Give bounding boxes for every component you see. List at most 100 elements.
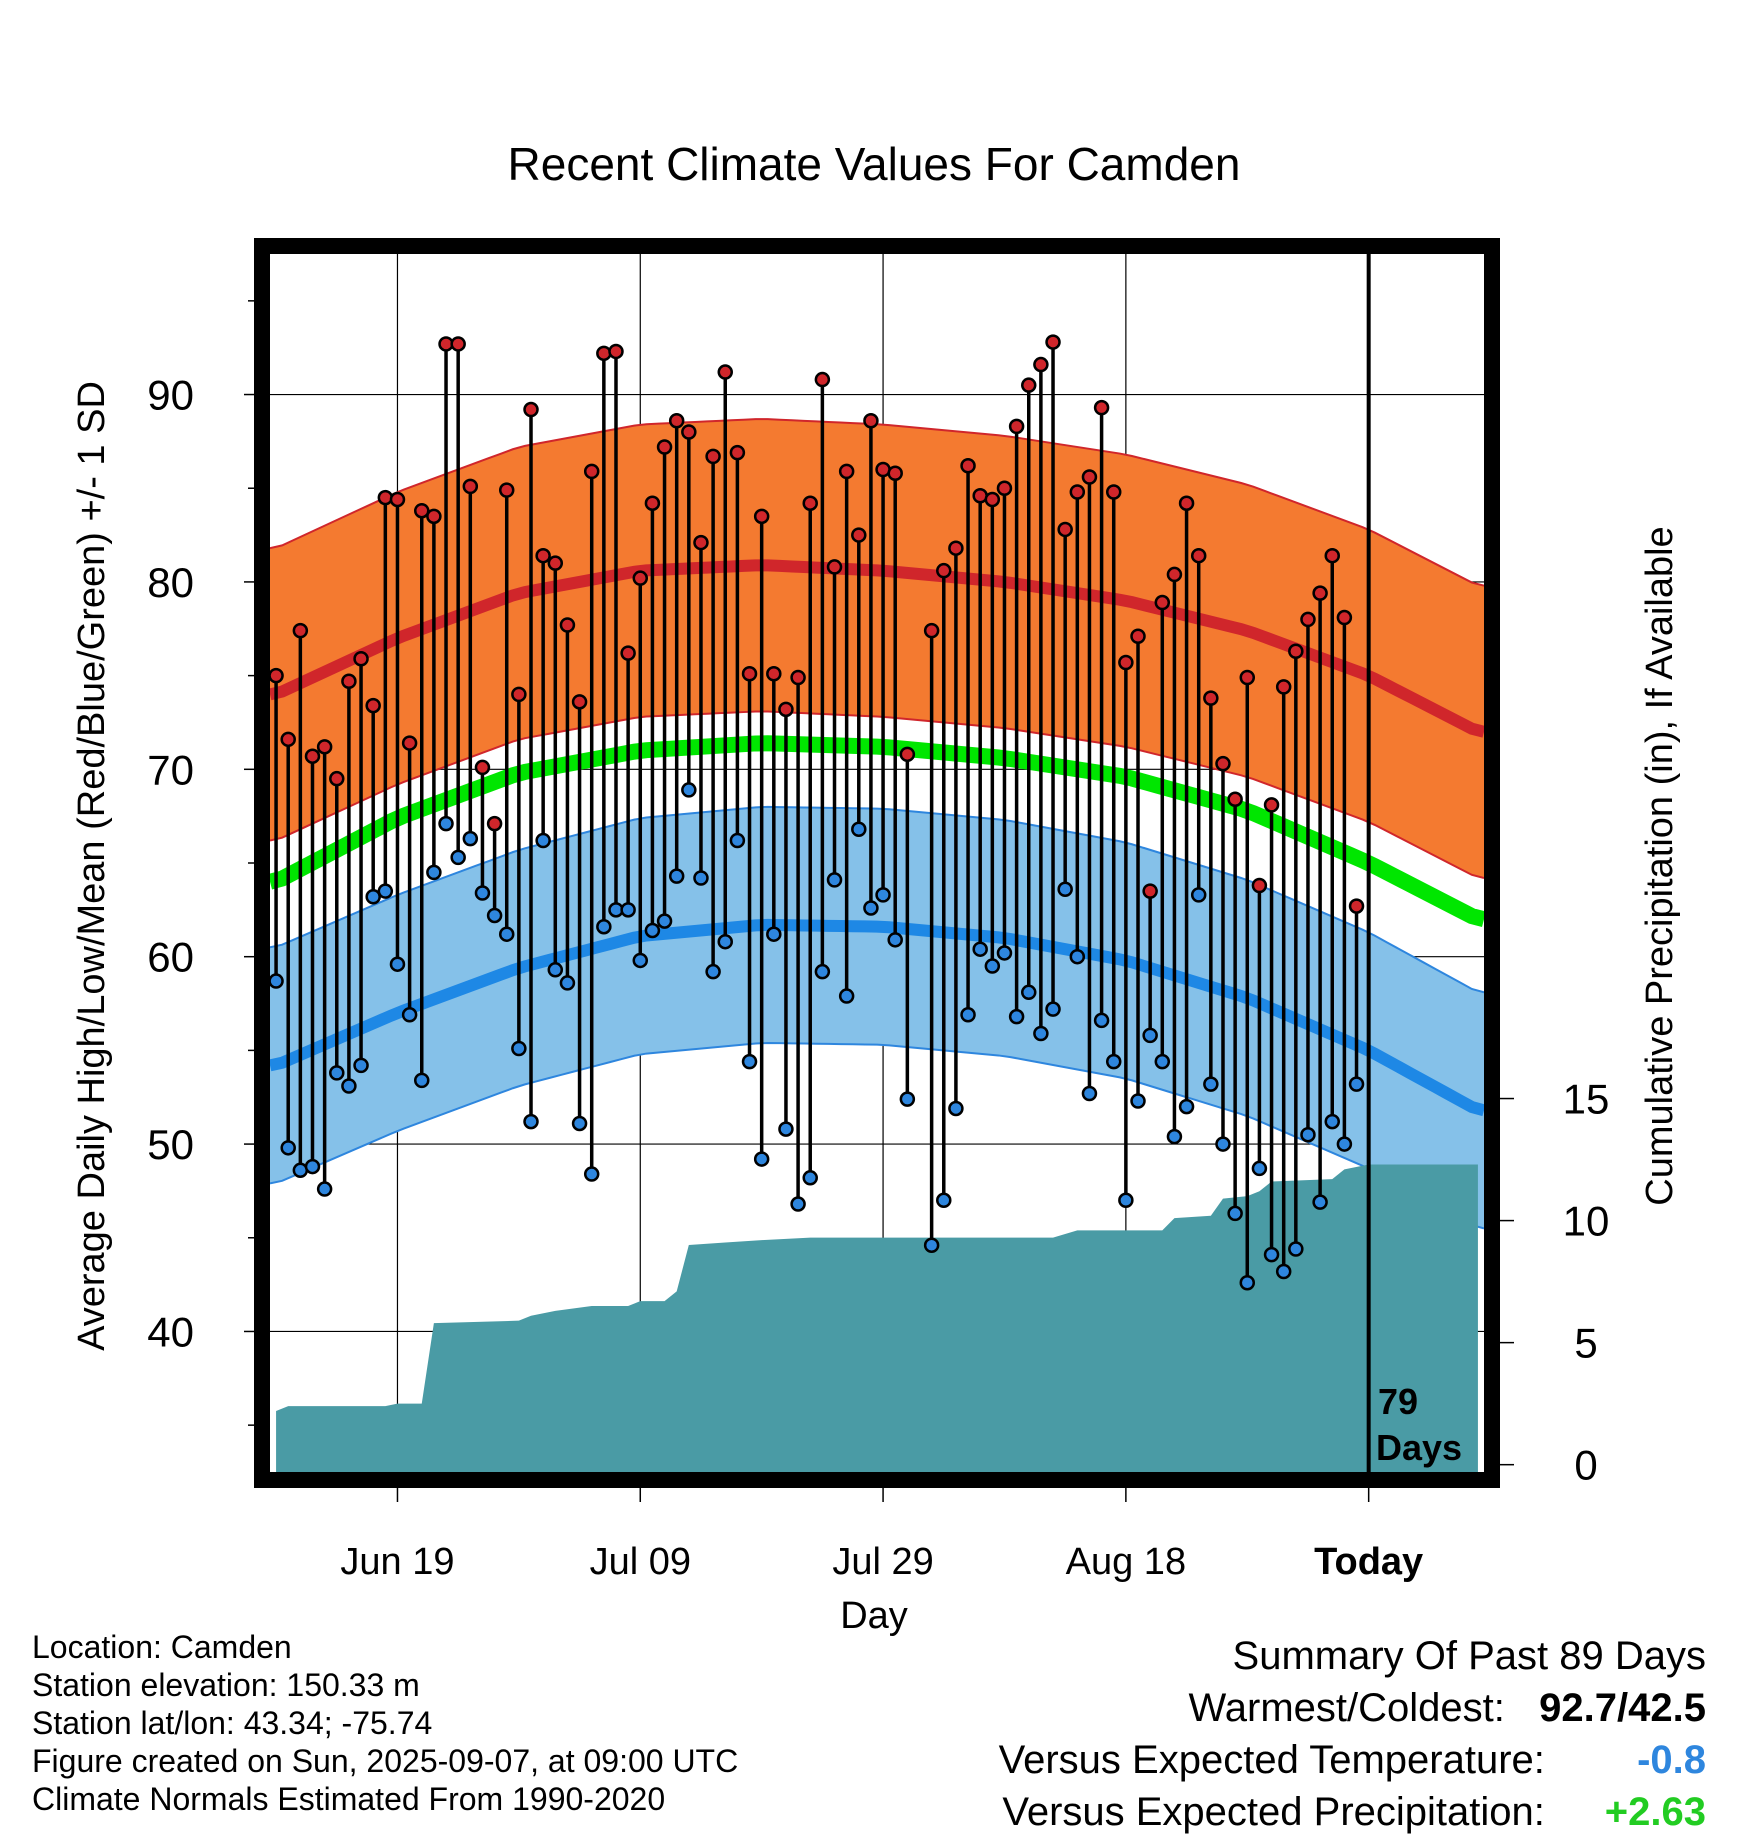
daily-high-point	[377, 489, 394, 506]
daily-low-point	[1166, 1128, 1183, 1145]
daily-low-point	[523, 1113, 539, 1130]
daily-high-point	[498, 482, 515, 498]
daily-low-point	[583, 1166, 600, 1182]
daily-low-point	[753, 1151, 770, 1167]
daily-low-point	[535, 832, 551, 849]
normal-low-band-upper-edge	[270, 805, 1484, 994]
daily-low-point	[547, 962, 564, 978]
daily-high-point	[1215, 755, 1231, 772]
daily-low-point	[1312, 1194, 1328, 1210]
daily-low-point	[741, 1053, 758, 1070]
x-tick-label-4: Today	[1314, 1541, 1423, 1583]
daily-high-point	[1142, 883, 1158, 899]
daily-low-point	[936, 1192, 952, 1209]
daily-high-point	[851, 527, 867, 543]
temperature-anomaly-label: Versus Expected Temperature:	[998, 1738, 1545, 1782]
axes: 40 50 60 70 80 90 0 5 10 15 Jun 19 Jul 09 Jul 29 Aug …	[147, 238, 1610, 1583]
daily-high-point	[1324, 547, 1340, 564]
precipitation-anomaly-label: Versus Expected Precipitation:	[1002, 1790, 1545, 1834]
y-tick-label-70: 70	[147, 746, 194, 793]
daily-high-point	[656, 439, 673, 455]
daily-high-point	[571, 694, 588, 710]
daily-low-point	[996, 945, 1013, 961]
daily-high-point	[559, 617, 576, 633]
daily-high-point	[462, 478, 479, 495]
daily-low-point	[1203, 1076, 1219, 1092]
daily-low-point	[1033, 1025, 1049, 1042]
daily-low-point	[1275, 1263, 1292, 1280]
y-axis-left-label: Average Daily High/Low/Mean (Red/Blue/Gr…	[71, 381, 113, 1351]
daily-low-point	[1324, 1113, 1340, 1130]
daily-high-point	[741, 665, 758, 682]
daily-high-point	[984, 491, 1001, 508]
daily-low-point	[1288, 1241, 1304, 1257]
daily-high-point	[1239, 669, 1256, 686]
daily-low-point	[668, 868, 685, 884]
daily-high-point	[1190, 547, 1207, 564]
daily-low-point	[1130, 1093, 1146, 1109]
daily-high-point	[329, 770, 345, 787]
y-axis-right-label: Cumulative Precipitation (in), If Availa…	[1639, 526, 1681, 1205]
daily-high-point	[1033, 356, 1049, 373]
info-location: Location: Camden	[32, 1629, 292, 1665]
daily-high-point	[693, 534, 709, 551]
daily-low-point	[329, 1065, 345, 1081]
y-tick-label-90: 90	[147, 372, 194, 419]
daily-low-point	[1215, 1136, 1231, 1152]
daily-high-point	[802, 495, 818, 511]
x-tick-label-3: Aug 18	[1066, 1541, 1186, 1583]
daily-high-point	[292, 622, 309, 639]
daily-low-point	[316, 1181, 333, 1197]
daily-high-point	[778, 701, 794, 718]
daily-high-point	[1203, 690, 1219, 706]
precipitation-anomaly-value: +2.63	[1604, 1790, 1706, 1834]
daily-low-point	[1008, 1008, 1025, 1025]
daily-low-point	[705, 963, 721, 980]
daily-low-point	[632, 952, 649, 969]
daily-low-point	[304, 1158, 321, 1175]
today-label-count: 79	[1378, 1381, 1418, 1422]
daily-high-point	[304, 748, 321, 764]
daily-low-point	[1021, 984, 1037, 1001]
daily-high-point	[753, 508, 770, 525]
daily-low-point	[1118, 1192, 1134, 1209]
daily-high-point	[316, 739, 333, 755]
daily-low-point	[1190, 887, 1207, 903]
daily-low-point	[948, 1100, 964, 1117]
daily-high-point	[1263, 797, 1280, 813]
temperature-anomaly-value: -0.8	[1637, 1738, 1706, 1782]
daily-high-point	[389, 491, 406, 508]
daily-high-point	[1251, 877, 1268, 894]
normal-high-band-lower-edge	[270, 710, 1484, 879]
daily-low-point	[280, 1140, 296, 1156]
x-tick-label-1: Jul 09	[590, 1541, 691, 1583]
daily-low-point	[438, 815, 454, 832]
daily-high-point	[1069, 484, 1086, 500]
daily-low-point	[353, 1057, 369, 1074]
precip-tick-label-10: 10	[1563, 1198, 1610, 1245]
precip-tick-label-5: 5	[1574, 1320, 1597, 1367]
daily-low-point	[414, 1072, 430, 1089]
daily-low-point	[814, 963, 831, 980]
daily-high-point	[632, 570, 649, 586]
daily-low-point	[559, 975, 576, 991]
info-normals: Climate Normals Estimated From 1990-2020	[32, 1781, 666, 1817]
daily-high-point	[923, 622, 940, 639]
daily-high-point	[1093, 399, 1110, 416]
daily-high-point	[668, 413, 685, 429]
summary-heading: Summary Of Past 89 Days	[1232, 1634, 1706, 1678]
daily-high-point	[1300, 611, 1316, 628]
daily-low-point	[681, 782, 697, 798]
daily-low-point	[1081, 1085, 1098, 1102]
daily-low-point	[1142, 1027, 1158, 1044]
y-tick-label-60: 60	[147, 934, 194, 981]
daily-high-point	[899, 746, 916, 763]
daily-low-point	[1057, 881, 1073, 897]
daily-low-point	[365, 888, 381, 905]
daily-high-point	[353, 651, 369, 667]
x-tick-label-0: Jun 19	[340, 1541, 454, 1583]
normal-high-band	[270, 419, 1484, 878]
x-tick-label-2: Jul 29	[832, 1541, 933, 1583]
daily-low-point	[899, 1091, 916, 1107]
